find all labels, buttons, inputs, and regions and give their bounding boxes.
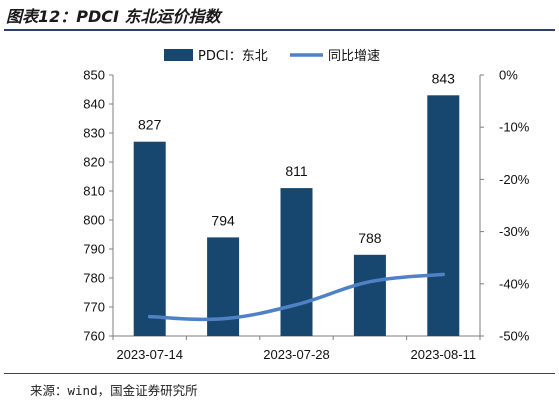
left-y-tick-label: 770	[83, 300, 105, 315]
left-y-tick-label: 850	[83, 68, 105, 83]
bar	[280, 188, 313, 336]
figure-title: 图表12：PDCI 东北运价指数	[6, 7, 221, 26]
bar	[207, 237, 240, 336]
bar	[133, 141, 166, 336]
legend: PDCI：东北 同比增速	[164, 49, 380, 64]
title-divider	[4, 29, 555, 31]
bar-data-label: 811	[285, 163, 308, 179]
x-tick-label: 2023-07-14	[116, 347, 183, 362]
left-y-tick-label: 760	[83, 329, 105, 344]
legend-bar-label: PDCI：东北	[198, 49, 268, 64]
footer-divider	[4, 373, 555, 374]
right-y-tick-label: -10%	[499, 120, 530, 135]
bar-data-label: 794	[211, 212, 235, 228]
bar	[427, 95, 460, 336]
left-y-tick-label: 840	[83, 97, 105, 112]
x-tick-label: 2023-08-11	[411, 347, 477, 362]
bar-data-label: 788	[358, 230, 382, 246]
left-y-tick-label: 810	[83, 184, 105, 199]
line-series	[147, 272, 446, 322]
bar-data-label: 843	[432, 70, 456, 86]
right-y-tick-label: -20%	[499, 172, 530, 187]
source-note: 来源：wind，国金证券研究所	[30, 383, 198, 398]
left-y-tick-label: 780	[83, 271, 105, 286]
left-y-tick-label: 820	[83, 155, 105, 170]
left-y-tick-label: 800	[83, 213, 105, 228]
right-y-tick-label: -40%	[499, 276, 530, 291]
bar-series: 827 794 811 788 843	[133, 70, 460, 336]
x-tick-label: 2023-07-28	[263, 347, 330, 362]
axes: 760 770 780 790 800 810 820 830 840 850 0% -10% -20%…	[83, 68, 529, 363]
right-y-tick-label: -50%	[499, 329, 530, 344]
legend-line-label: 同比增速	[328, 49, 380, 64]
right-y-tick-label: -30%	[499, 224, 530, 239]
legend-bar-swatch	[164, 49, 193, 61]
left-y-tick-label: 790	[83, 242, 105, 257]
right-y-tick-label: 0%	[499, 68, 518, 83]
bar	[353, 254, 386, 336]
bar-data-label: 827	[138, 117, 162, 133]
left-y-tick-label: 830	[83, 126, 105, 141]
